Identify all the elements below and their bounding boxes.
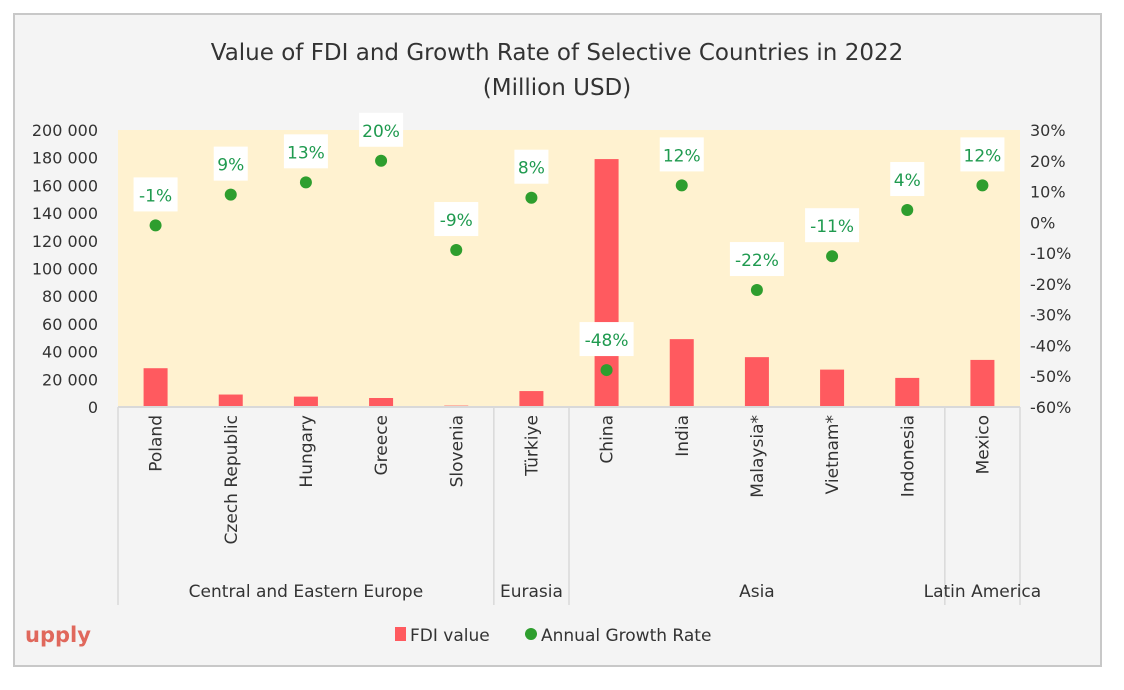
growth-label-box [434, 202, 479, 237]
plot-area [118, 130, 1020, 407]
growth-point [901, 204, 914, 217]
legend-fdi-swatch [395, 627, 406, 641]
category-label: Türkiye [522, 415, 542, 477]
growth-data-label: 12% [964, 146, 1002, 166]
growth-label-box [213, 146, 248, 181]
legend-fdi-label: FDI value [410, 626, 490, 646]
y-right-tick-label: 30% [1030, 121, 1066, 140]
growth-data-label: -9% [440, 211, 473, 231]
y-right-tick-label: -20% [1030, 275, 1071, 294]
growth-label-box [659, 137, 704, 172]
legend-growth-label: Annual Growth Rate [541, 626, 711, 646]
growth-label-box [579, 322, 634, 357]
category-label: India [673, 415, 693, 457]
fdi-bar [519, 391, 544, 407]
legend: FDI value Annual Growth Rate [395, 626, 711, 646]
growth-point [675, 179, 688, 192]
y-left-tick-label: 160 000 [32, 176, 98, 195]
growth-point [450, 244, 463, 257]
growth-data-label: -22% [735, 251, 779, 271]
group-label: Latin America [924, 582, 1042, 602]
fdi-bar [669, 339, 694, 407]
growth-data-label: 20% [362, 122, 400, 142]
growth-data-label: -48% [585, 331, 629, 351]
y-left-tick-label: 80 000 [42, 287, 98, 306]
category-label: Indonesia [898, 415, 918, 497]
y-left-tick-label: 0 [88, 398, 98, 417]
y-left-tick-label: 200 000 [32, 121, 98, 140]
fdi-bar [143, 368, 168, 407]
group-label: Central and Eastern Europe [189, 582, 423, 602]
growth-point [525, 191, 538, 204]
growth-point [826, 250, 839, 263]
growth-data-label: -1% [139, 186, 172, 206]
y-left-tick-label: 180 000 [32, 149, 98, 168]
growth-label-box [283, 134, 328, 169]
category-label: Greece [372, 415, 392, 476]
fdi-bar [970, 359, 995, 407]
growth-point [375, 154, 388, 167]
category-label: Czech Republic [222, 415, 242, 544]
category-label: Malaysia* [748, 415, 768, 498]
y-left-tick-label: 140 000 [32, 204, 98, 223]
fdi-bar [293, 396, 318, 407]
y-left-tick-label: 60 000 [42, 315, 98, 334]
growth-point [750, 284, 763, 297]
group-label: Eurasia [500, 582, 563, 602]
growth-point [149, 219, 162, 232]
y-left-tick-label: 20 000 [42, 370, 98, 389]
y-right-tick-label: 0% [1030, 213, 1055, 232]
growth-point [976, 179, 989, 192]
y-left-tick-label: 40 000 [42, 343, 98, 362]
y-right-tick-label: 20% [1030, 152, 1066, 171]
category-label: Poland [147, 415, 167, 472]
legend-growth-swatch [525, 628, 537, 640]
growth-data-label: 13% [287, 143, 325, 163]
category-label: Mexico [973, 415, 993, 474]
category-label: Hungary [297, 415, 317, 488]
growth-label-box [729, 242, 784, 277]
fdi-bar [895, 377, 920, 407]
category-label: China [598, 415, 618, 464]
fdi-bar [369, 397, 394, 407]
growth-label-box [890, 162, 925, 197]
y-right-tick-label: -10% [1030, 244, 1071, 263]
growth-label-box [359, 112, 404, 147]
fdi-bar [218, 394, 243, 407]
growth-point [299, 176, 312, 189]
growth-data-label: 9% [217, 156, 244, 176]
category-label: Slovenia [447, 415, 467, 487]
chart-title: Value of FDI and Growth Rate of Selectiv… [211, 40, 903, 66]
growth-label-box [514, 149, 549, 184]
category-label: Vietnam* [823, 415, 843, 494]
growth-label-box [133, 177, 178, 212]
growth-data-label: 4% [894, 171, 921, 191]
growth-label-box [805, 208, 860, 243]
growth-point [600, 364, 613, 377]
growth-data-label: 12% [663, 146, 701, 166]
y-right-tick-label: -40% [1030, 336, 1071, 355]
fdi-bar [820, 369, 845, 407]
upply-logo: upply [25, 623, 91, 647]
y-right-tick-label: -30% [1030, 306, 1071, 325]
y-left-tick-label: 100 000 [32, 260, 98, 279]
y-right-tick-label: -50% [1030, 367, 1071, 386]
y-right-tick-label: 10% [1030, 183, 1066, 202]
growth-data-label: -11% [810, 217, 854, 237]
growth-point [224, 188, 237, 201]
chart-subtitle: (Million USD) [483, 75, 631, 101]
growth-label-box [960, 137, 1005, 172]
y-right-tick-label: -60% [1030, 398, 1071, 417]
growth-data-label: 8% [518, 159, 545, 179]
group-label: Asia [739, 582, 775, 602]
y-left-tick-label: 120 000 [32, 232, 98, 251]
fdi-bar [744, 357, 769, 407]
